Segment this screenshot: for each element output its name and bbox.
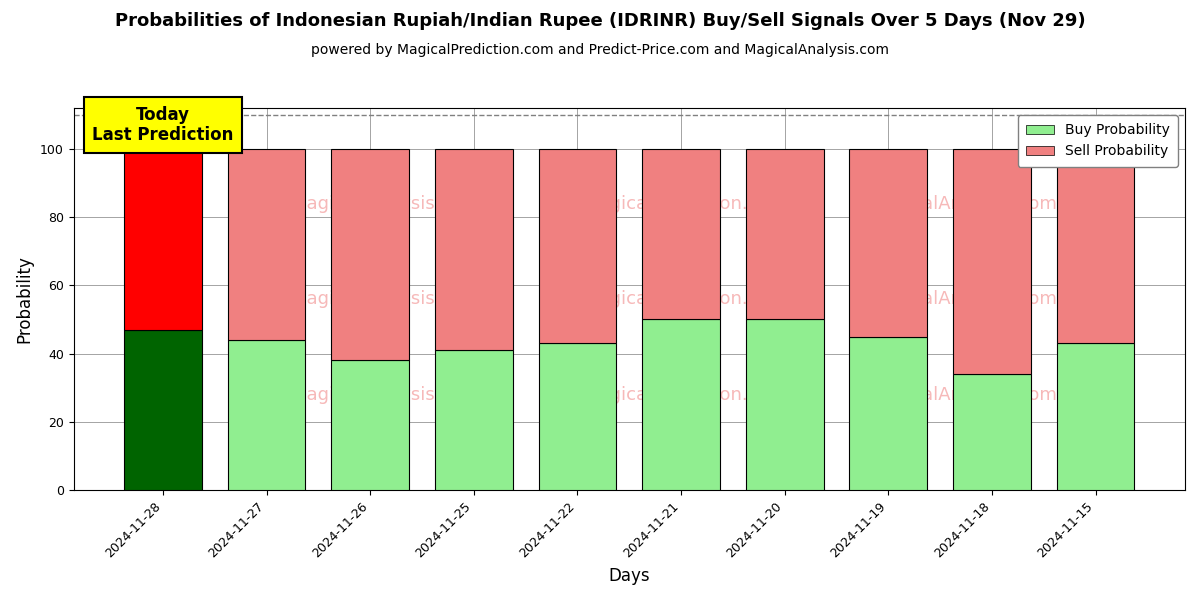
Bar <box>850 149 928 337</box>
Text: MagicalPrediction.com: MagicalPrediction.com <box>583 386 786 404</box>
Bar <box>953 149 1031 374</box>
Text: powered by MagicalPrediction.com and Predict-Price.com and MagicalAnalysis.com: powered by MagicalPrediction.com and Pre… <box>311 43 889 57</box>
Bar <box>124 330 202 490</box>
Text: MagicalAnalysis.com: MagicalAnalysis.com <box>869 194 1057 212</box>
X-axis label: Days: Days <box>608 567 650 585</box>
Text: MagicalAnalysis.com: MagicalAnalysis.com <box>290 386 479 404</box>
Bar <box>642 149 720 319</box>
Bar <box>746 319 823 490</box>
Bar <box>228 149 306 340</box>
Bar <box>228 340 306 490</box>
Bar <box>642 319 720 490</box>
Legend: Buy Probability, Sell Probability: Buy Probability, Sell Probability <box>1018 115 1178 167</box>
Bar <box>1057 149 1134 343</box>
Text: MagicalAnalysis.com: MagicalAnalysis.com <box>290 290 479 308</box>
Text: MagicalAnalysis.com: MagicalAnalysis.com <box>869 386 1057 404</box>
Bar <box>434 350 512 490</box>
Text: Probabilities of Indonesian Rupiah/Indian Rupee (IDRINR) Buy/Sell Signals Over 5: Probabilities of Indonesian Rupiah/India… <box>115 12 1085 30</box>
Bar <box>331 361 409 490</box>
Text: Today
Last Prediction: Today Last Prediction <box>92 106 234 145</box>
Bar <box>953 374 1031 490</box>
Bar <box>539 149 617 343</box>
Bar <box>1057 343 1134 490</box>
Text: MagicalAnalysis.com: MagicalAnalysis.com <box>290 194 479 212</box>
Text: MagicalPrediction.com: MagicalPrediction.com <box>583 194 786 212</box>
Bar <box>539 343 617 490</box>
Bar <box>850 337 928 490</box>
Bar <box>124 149 202 330</box>
Text: MagicalPrediction.com: MagicalPrediction.com <box>583 290 786 308</box>
Y-axis label: Probability: Probability <box>14 255 34 343</box>
Bar <box>331 149 409 361</box>
Bar <box>434 149 512 350</box>
Text: MagicalAnalysis.com: MagicalAnalysis.com <box>869 290 1057 308</box>
Bar <box>746 149 823 319</box>
